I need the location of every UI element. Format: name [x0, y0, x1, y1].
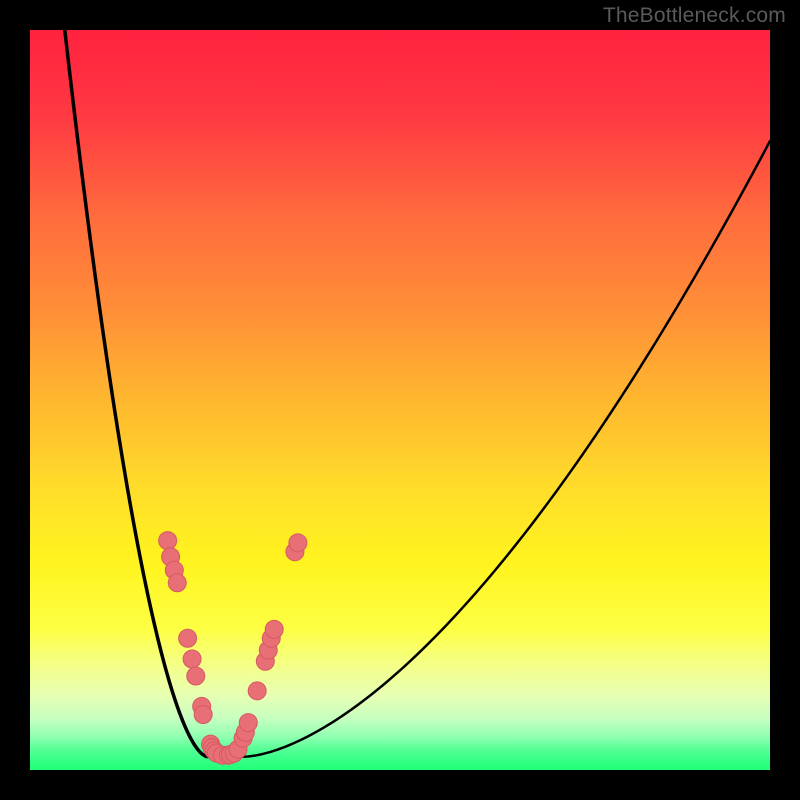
data-marker: [187, 667, 205, 685]
data-marker: [183, 650, 201, 668]
data-marker: [289, 534, 307, 552]
data-marker: [168, 574, 186, 592]
data-marker: [239, 714, 257, 732]
bottleneck-chart: [0, 0, 800, 800]
data-marker: [265, 620, 283, 638]
plot-background: [30, 30, 770, 770]
data-marker: [248, 682, 266, 700]
watermark-text: TheBottleneck.com: [603, 4, 786, 28]
data-marker: [159, 532, 177, 550]
data-marker: [194, 706, 212, 724]
chart-container: TheBottleneck.com: [0, 0, 800, 800]
data-marker: [179, 629, 197, 647]
